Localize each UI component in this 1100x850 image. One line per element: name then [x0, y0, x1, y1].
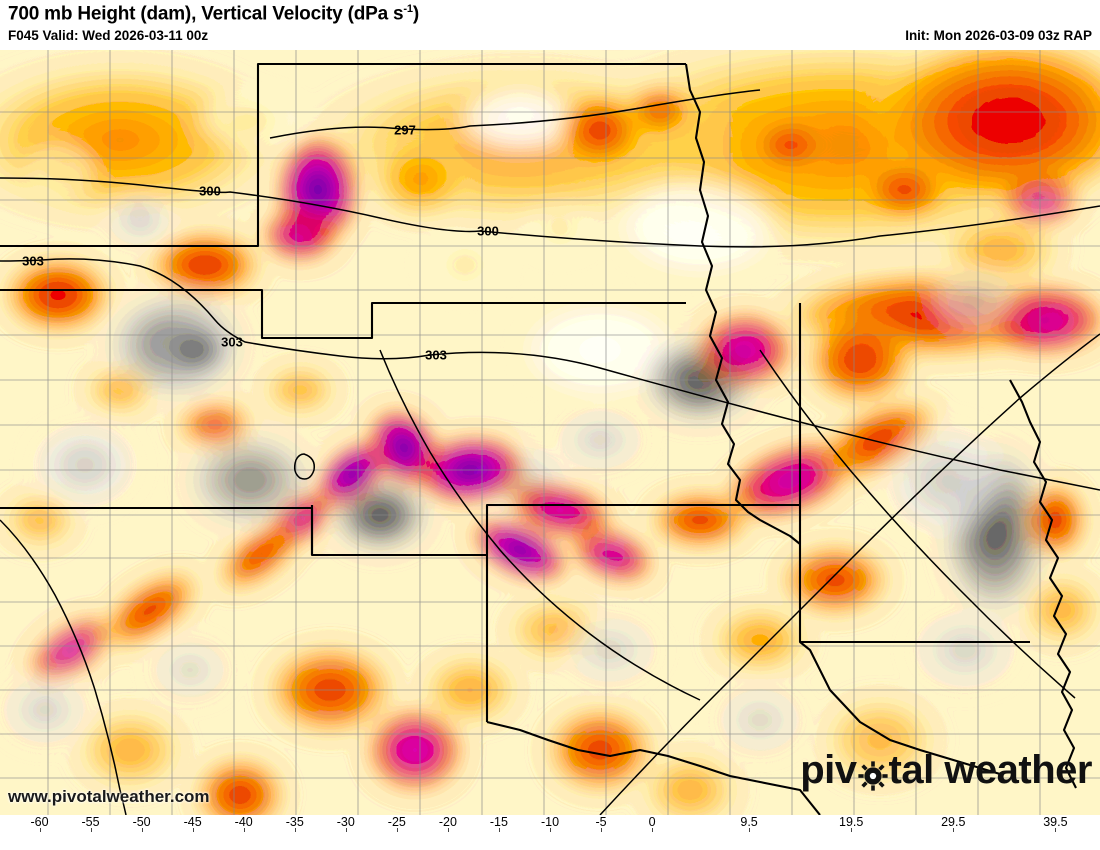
colorbar-tick-label: -30 [336, 815, 355, 829]
pivotal-weather-logo: piv [800, 748, 1092, 793]
colorbar-tick-label: -5 [595, 815, 607, 829]
colorbar-tick-mark [550, 828, 551, 832]
colorbar-tick-label: 29.5 [941, 815, 966, 829]
colorbar-tick-mark [141, 828, 143, 832]
init-time-label: Init: Mon 2026-03-09 03z RAP [905, 28, 1092, 43]
colorbar-tick-label: -60 [30, 815, 49, 829]
colorbar-tick-label: -45 [183, 815, 202, 829]
site-url-watermark: www.pivotalweather.com [8, 787, 210, 806]
contour-label: 300 [199, 183, 221, 199]
colorbar-tick-label: 9.5 [740, 815, 758, 829]
colorbar-tick-mark [447, 828, 449, 832]
colorbar-tick-label: -20 [438, 815, 457, 829]
valid-time-label: F045 Valid: Wed 2026-03-11 00z [8, 28, 209, 43]
title-superscript: -1 [403, 3, 413, 15]
height-contours [0, 89, 1100, 815]
colorbar-tick-mark [396, 828, 398, 832]
colorbar-tick-mark [652, 828, 654, 832]
contour-label-layer: 297 300 300 303 303 303 [0, 50, 1100, 815]
contour-label: 303 [22, 253, 44, 269]
colorbar-tick-mark [192, 828, 194, 832]
header-bar: 700 mb Height (dam), Vertical Velocity (… [0, 0, 1100, 50]
contour-label: 303 [425, 347, 447, 363]
colorbar-legend[interactable]: -60 -55 -50 -45 -40 -35 -30 -25 -20 -15 -10 -5 0 9.5 1… [0, 815, 1100, 850]
colorbar-tick-label: 19.5 [839, 815, 864, 829]
logo-text-right: tal weather [888, 748, 1093, 792]
colorbar-tick-label: 39.5 [1043, 815, 1068, 829]
map-canvas[interactable]: 297 300 300 303 303 303 www.pivotalweath… [0, 50, 1100, 815]
colorbar-tick-label: -40 [234, 815, 253, 829]
colorbar-tick-label: -25 [387, 815, 406, 829]
colorbar-tick-mark [498, 828, 500, 832]
colorbar-tick-mark [601, 828, 603, 832]
colorbar-tick-mark [345, 828, 347, 832]
colorbar-tick-mark [90, 828, 92, 832]
page-title: 700 mb Height (dam), Vertical Velocity (… [8, 3, 419, 25]
colorbar-tick-mark [294, 828, 296, 832]
contour-label: 300 [477, 223, 499, 239]
omega-field [0, 50, 1100, 815]
colorbar-tick-labels: -60 -55 -50 -45 -40 -35 -30 -25 -20 -15 -10 -5 0 9.5 1… [0, 815, 1100, 832]
contour-label: 297 [394, 122, 416, 138]
colorbar-tick-mark [851, 828, 853, 832]
colorbar-tick-label: -10 [540, 815, 560, 829]
contour-label: 303 [221, 334, 243, 350]
colorbar-tick-mark [1055, 828, 1057, 832]
state-boundaries [0, 62, 1077, 815]
colorbar-tick-mark [243, 828, 245, 832]
colorbar-tick-label: -15 [489, 815, 508, 829]
colorbar-tick-label: -35 [285, 815, 304, 829]
colorbar-tick-mark [749, 828, 751, 832]
map-render [0, 50, 1100, 815]
county-boundaries [0, 50, 1100, 815]
colorbar-tick-label: -55 [81, 815, 100, 829]
logo-text-left: piv [800, 748, 857, 792]
colorbar-tick-mark [953, 828, 955, 832]
colorbar-tick-label: -50 [132, 815, 151, 829]
gear-sun-icon [857, 760, 888, 791]
colorbar-tick-mark [39, 828, 41, 832]
colorbar-tick-label: 0 [648, 815, 656, 829]
